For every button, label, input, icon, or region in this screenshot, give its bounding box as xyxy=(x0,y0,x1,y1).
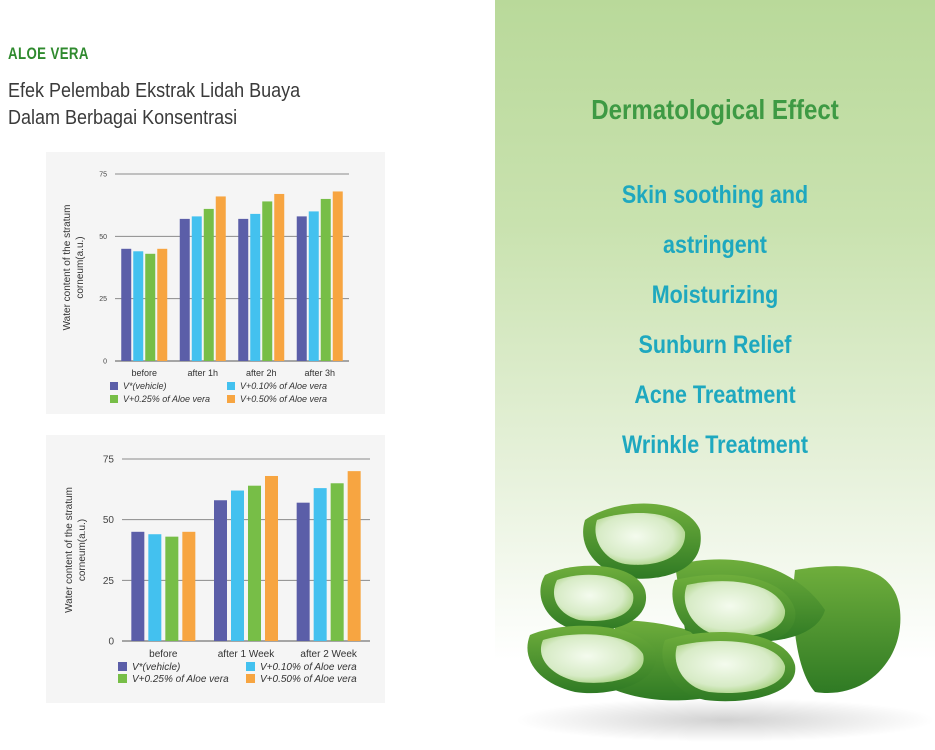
y-tick-label: 75 xyxy=(103,455,115,466)
benefit-item: Moisturizing xyxy=(651,281,779,309)
legend-swatch xyxy=(118,662,127,671)
aloe-vera-leaves-image xyxy=(515,503,935,742)
legend-label: V*(vehicle) xyxy=(132,662,180,673)
legend-label: V+0.10% of Aloe vera xyxy=(260,662,357,673)
legend-label: V+0.10% of Aloe vera xyxy=(240,381,327,391)
bar xyxy=(231,490,244,641)
y-tick-label: 50 xyxy=(99,234,107,241)
y-tick-label: 0 xyxy=(103,358,107,365)
bar xyxy=(148,534,162,641)
legend-label: V*(vehicle) xyxy=(123,381,167,391)
bar xyxy=(262,201,273,361)
benefit-item: Skin soothing and xyxy=(621,181,809,209)
bar xyxy=(215,196,226,361)
bar xyxy=(347,471,361,641)
y-axis-label: Water content of the stratum corneum(a.u.… xyxy=(64,487,88,613)
x-tick-label: after 2h xyxy=(246,368,277,378)
y-axis-label-line: corneum(a.u.) xyxy=(77,519,88,581)
bar xyxy=(214,500,227,641)
y-tick-label: 75 xyxy=(99,171,107,178)
x-tick-label: after 2 Week xyxy=(300,649,358,660)
bar xyxy=(165,536,179,641)
benefit-list: Skin soothing and astringent Moisturizin… xyxy=(495,176,935,476)
legend-label: V+0.25% of Aloe vera xyxy=(132,674,229,685)
y-axis-label-line: Water content of the stratum xyxy=(64,487,75,613)
page-subtitle: Efek Pelembab Ekstrak Lidah Buaya Dalam … xyxy=(8,80,301,129)
bar xyxy=(248,485,261,641)
bar xyxy=(182,531,196,641)
chart-hours: 0 25 50 75 Water content of the stratum corne… xyxy=(62,171,349,404)
left-panel: ALOE VERA Efek Pelembab Ekstrak Lidah Bu… xyxy=(8,44,385,703)
bar xyxy=(238,218,249,361)
y-axis-label: Water content of the stratum corneum(a.u.… xyxy=(62,205,86,331)
bar xyxy=(250,213,261,361)
legend-label: V+0.50% of Aloe vera xyxy=(240,394,327,404)
brand-title: ALOE VERA xyxy=(8,44,89,63)
y-tick-label: 25 xyxy=(103,576,115,587)
y-tick-label: 25 xyxy=(99,296,107,303)
bar xyxy=(332,191,343,361)
x-tick-label: after 1h xyxy=(187,368,218,378)
bar xyxy=(131,531,145,641)
legend-swatch xyxy=(227,395,235,403)
right-panel: Dermatological Effect Skin soothing and … xyxy=(495,0,935,750)
legend-label: V+0.25% of Aloe vera xyxy=(123,394,210,404)
legend-swatch xyxy=(246,662,255,671)
x-tick-label: after 1 Week xyxy=(218,649,276,660)
bar xyxy=(330,483,344,641)
bar xyxy=(308,211,319,361)
bar xyxy=(265,475,278,641)
legend-label: V+0.50% of Aloe vera xyxy=(260,674,357,685)
bar xyxy=(179,218,190,361)
x-tick-label: before xyxy=(149,649,178,660)
legend-swatch xyxy=(110,395,118,403)
legend-swatch xyxy=(246,674,255,683)
benefit-item: Wrinkle Treatment xyxy=(621,431,809,459)
bar xyxy=(296,216,307,361)
bar xyxy=(145,253,156,361)
bar xyxy=(313,488,327,641)
bar xyxy=(121,248,132,361)
y-tick-label: 50 xyxy=(103,515,115,526)
chart-card-hours: 0 25 50 75 Water content of the stratum corne… xyxy=(46,152,385,414)
legend-swatch xyxy=(227,382,235,390)
x-tick-label: before xyxy=(131,368,157,378)
benefit-item: Sunburn Relief xyxy=(638,331,792,359)
effect-title: Dermatological Effect xyxy=(591,94,839,125)
bar xyxy=(191,216,202,361)
y-axis-label-line: corneum(a.u.) xyxy=(75,236,86,298)
chart-card-weeks: 0 25 50 75 Water content of the stratum corne… xyxy=(46,435,385,703)
chart-weeks: 0 25 50 75 Water content of the stratum corne… xyxy=(64,455,370,685)
bar xyxy=(320,198,331,361)
bar xyxy=(133,251,144,361)
benefit-item: astringent xyxy=(663,231,767,259)
benefit-item: Acne Treatment xyxy=(634,381,796,409)
bar xyxy=(274,193,285,361)
y-tick-label: 0 xyxy=(108,637,114,648)
bar xyxy=(157,248,168,361)
legend-swatch xyxy=(118,674,127,683)
bar xyxy=(296,502,310,641)
bar xyxy=(203,208,214,361)
legend-swatch xyxy=(110,382,118,390)
x-tick-label: after 3h xyxy=(304,368,335,378)
y-axis-label-line: Water content of the stratum xyxy=(62,205,73,331)
